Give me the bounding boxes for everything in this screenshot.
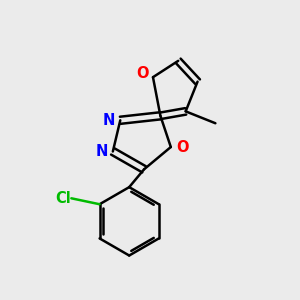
Text: O: O [136,66,149,81]
Text: N: N [103,113,115,128]
Text: N: N [95,144,108,159]
Text: O: O [176,140,188,154]
Text: Cl: Cl [55,191,71,206]
